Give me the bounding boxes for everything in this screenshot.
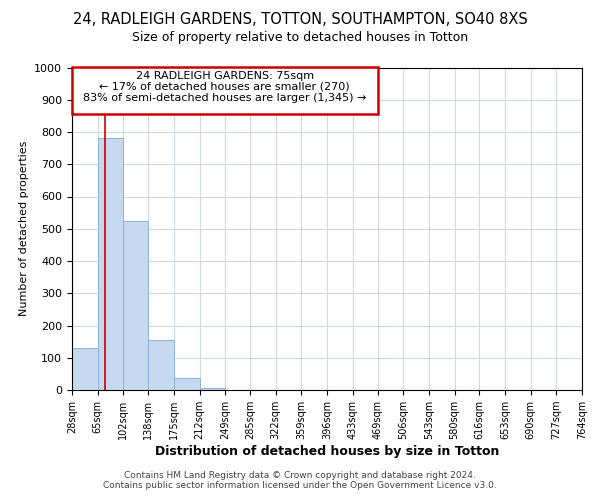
Text: Contains public sector information licensed under the Open Government Licence v3: Contains public sector information licen… [103, 482, 497, 490]
Bar [199, 388, 225, 390]
Text: 24 RADLEIGH GARDENS: 75sqm: 24 RADLEIGH GARDENS: 75sqm [136, 70, 314, 81]
Bar [148, 340, 174, 390]
Text: Size of property relative to detached houses in Totton: Size of property relative to detached ho… [132, 31, 468, 44]
Bar [98, 138, 123, 390]
Bar [174, 378, 199, 390]
Bar [123, 220, 148, 390]
Text: 24, RADLEIGH GARDENS, TOTTON, SOUTHAMPTON, SO40 8XS: 24, RADLEIGH GARDENS, TOTTON, SOUTHAMPTO… [73, 12, 527, 28]
Text: Contains HM Land Registry data © Crown copyright and database right 2024.: Contains HM Land Registry data © Crown c… [124, 472, 476, 480]
Text: 83% of semi-detached houses are larger (1,345) →: 83% of semi-detached houses are larger (… [83, 93, 367, 103]
Text: ← 17% of detached houses are smaller (270): ← 17% of detached houses are smaller (27… [100, 82, 350, 92]
Bar [72, 348, 98, 390]
Bar [72, 68, 377, 114]
X-axis label: Distribution of detached houses by size in Totton: Distribution of detached houses by size … [155, 445, 499, 458]
Y-axis label: Number of detached properties: Number of detached properties [19, 141, 29, 316]
